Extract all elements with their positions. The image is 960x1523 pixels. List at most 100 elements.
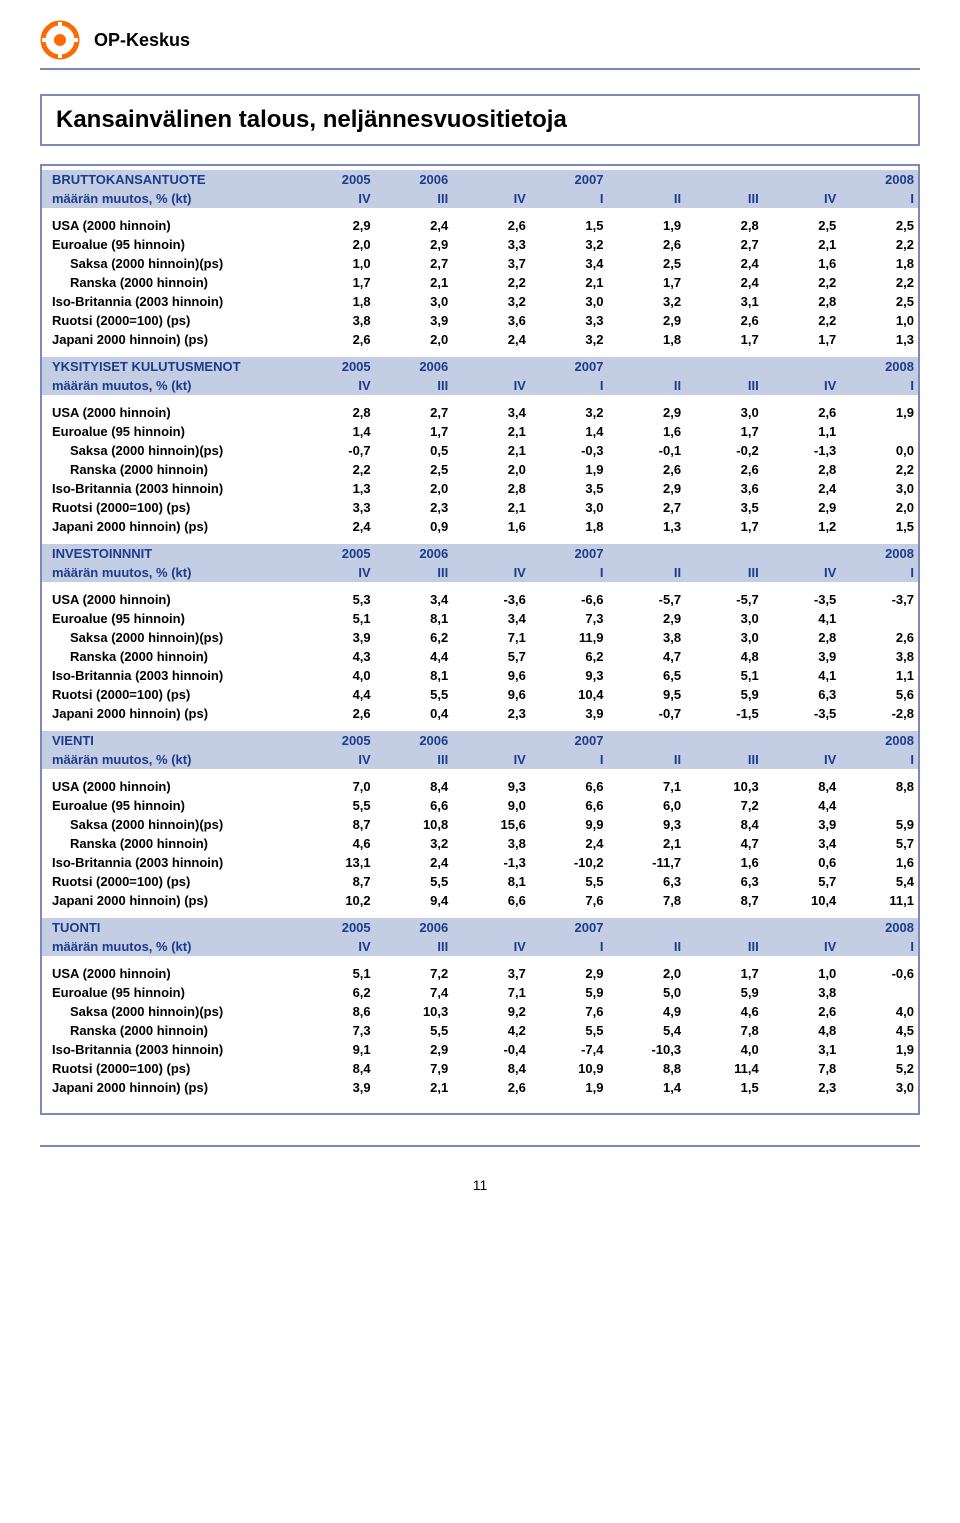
- quarter-header: III: [375, 937, 453, 956]
- year-header: [763, 170, 841, 189]
- year-header: [452, 357, 530, 376]
- data-cell: 2,1: [607, 834, 685, 853]
- data-cell: 1,8: [840, 254, 918, 273]
- year-header: 2006: [375, 918, 453, 937]
- data-cell: 2,3: [763, 1078, 841, 1097]
- section-subtitle: määrän muutos, % (kt): [42, 937, 297, 956]
- header-rule: [40, 68, 920, 70]
- data-cell: 5,9: [685, 983, 763, 1002]
- quarter-header: I: [840, 750, 918, 769]
- data-cell: 5,2: [840, 1059, 918, 1078]
- quarter-header: IV: [452, 189, 530, 208]
- table-row: Ruotsi (2000=100) (ps)3,32,32,13,02,73,5…: [42, 498, 918, 517]
- table-row: Euroalue (95 hinnoin)5,56,69,06,66,07,24…: [42, 796, 918, 815]
- data-cell: 4,6: [297, 834, 375, 853]
- data-cell: 2,3: [452, 704, 530, 723]
- data-cell: 7,8: [763, 1059, 841, 1078]
- data-cell: 2,5: [840, 292, 918, 311]
- row-label: Japani 2000 hinnoin) (ps): [42, 891, 297, 910]
- data-cell: 3,0: [685, 403, 763, 422]
- data-cell: 9,6: [452, 666, 530, 685]
- table-row: Ranska (2000 hinnoin)4,34,45,76,24,74,83…: [42, 647, 918, 666]
- row-label: Saksa (2000 hinnoin)(ps): [42, 628, 297, 647]
- table-row: USA (2000 hinnoin)5,33,4-3,6-6,6-5,7-5,7…: [42, 590, 918, 609]
- table-row: Ranska (2000 hinnoin)4,63,23,82,42,14,73…: [42, 834, 918, 853]
- data-cell: 3,8: [840, 647, 918, 666]
- data-cell: 9,9: [530, 815, 608, 834]
- data-cell: 6,3: [763, 685, 841, 704]
- data-cell: 2,1: [375, 1078, 453, 1097]
- data-cell: -3,6: [452, 590, 530, 609]
- data-cell: 0,5: [375, 441, 453, 460]
- data-cell: 2,1: [763, 235, 841, 254]
- data-cell: [840, 422, 918, 441]
- data-cell: 13,1: [297, 853, 375, 872]
- section-subtitle: määrän muutos, % (kt): [42, 750, 297, 769]
- data-cell: 1,6: [452, 517, 530, 536]
- year-header: 2007: [530, 170, 608, 189]
- data-cell: 3,1: [685, 292, 763, 311]
- data-cell: 1,3: [607, 517, 685, 536]
- data-cell: 3,2: [452, 292, 530, 311]
- data-table-wrap: BRUTTOKANSANTUOTE2005200620072008määrän …: [40, 164, 920, 1115]
- data-cell: 2,5: [375, 460, 453, 479]
- data-cell: 2,0: [607, 964, 685, 983]
- data-cell: -11,7: [607, 853, 685, 872]
- data-cell: 2,3: [375, 498, 453, 517]
- section-title: BRUTTOKANSANTUOTE: [42, 170, 297, 189]
- data-cell: 5,7: [452, 647, 530, 666]
- data-cell: 2,0: [452, 460, 530, 479]
- data-cell: 2,7: [375, 403, 453, 422]
- data-cell: 1,7: [685, 964, 763, 983]
- quarter-header: IV: [452, 937, 530, 956]
- quarter-header: II: [607, 563, 685, 582]
- year-header: [685, 731, 763, 750]
- quarter-header: I: [840, 189, 918, 208]
- table-row: Iso-Britannia (2003 hinnoin)4,08,19,69,3…: [42, 666, 918, 685]
- data-cell: 2,5: [607, 254, 685, 273]
- row-label: Euroalue (95 hinnoin): [42, 796, 297, 815]
- data-cell: 3,2: [607, 292, 685, 311]
- data-cell: 5,1: [297, 964, 375, 983]
- data-cell: 2,1: [530, 273, 608, 292]
- data-cell: -3,5: [763, 704, 841, 723]
- data-cell: 6,2: [530, 647, 608, 666]
- quarter-header: IV: [763, 750, 841, 769]
- year-header: 2008: [840, 170, 918, 189]
- data-cell: 15,6: [452, 815, 530, 834]
- data-cell: 2,8: [297, 403, 375, 422]
- data-cell: 1,3: [297, 479, 375, 498]
- year-header: 2006: [375, 357, 453, 376]
- data-cell: 3,0: [840, 479, 918, 498]
- data-cell: 1,0: [297, 254, 375, 273]
- data-cell: 1,4: [297, 422, 375, 441]
- data-cell: 5,5: [530, 872, 608, 891]
- quarter-header: IV: [452, 750, 530, 769]
- data-cell: [840, 609, 918, 628]
- row-label: Ruotsi (2000=100) (ps): [42, 498, 297, 517]
- data-cell: 3,0: [530, 498, 608, 517]
- data-cell: 6,6: [375, 796, 453, 815]
- data-cell: 3,3: [530, 311, 608, 330]
- data-cell: 5,4: [840, 872, 918, 891]
- data-cell: 1,8: [530, 517, 608, 536]
- data-cell: 5,7: [763, 872, 841, 891]
- table-row: USA (2000 hinnoin)2,82,73,43,22,93,02,61…: [42, 403, 918, 422]
- data-cell: 2,1: [452, 441, 530, 460]
- data-cell: 3,6: [452, 311, 530, 330]
- data-cell: 1,7: [607, 273, 685, 292]
- data-cell: 8,7: [297, 872, 375, 891]
- data-cell: 2,7: [685, 235, 763, 254]
- data-cell: 8,7: [685, 891, 763, 910]
- row-label: USA (2000 hinnoin): [42, 403, 297, 422]
- quarter-header: I: [530, 563, 608, 582]
- data-cell: 2,4: [685, 254, 763, 273]
- quarter-header: III: [375, 750, 453, 769]
- data-cell: 4,1: [763, 609, 841, 628]
- table-row: Euroalue (95 hinnoin)2,02,93,33,22,62,72…: [42, 235, 918, 254]
- data-cell: 3,3: [297, 498, 375, 517]
- row-label: Ruotsi (2000=100) (ps): [42, 1059, 297, 1078]
- data-cell: 1,9: [840, 1040, 918, 1059]
- quarter-header: I: [840, 563, 918, 582]
- data-cell: 1,1: [840, 666, 918, 685]
